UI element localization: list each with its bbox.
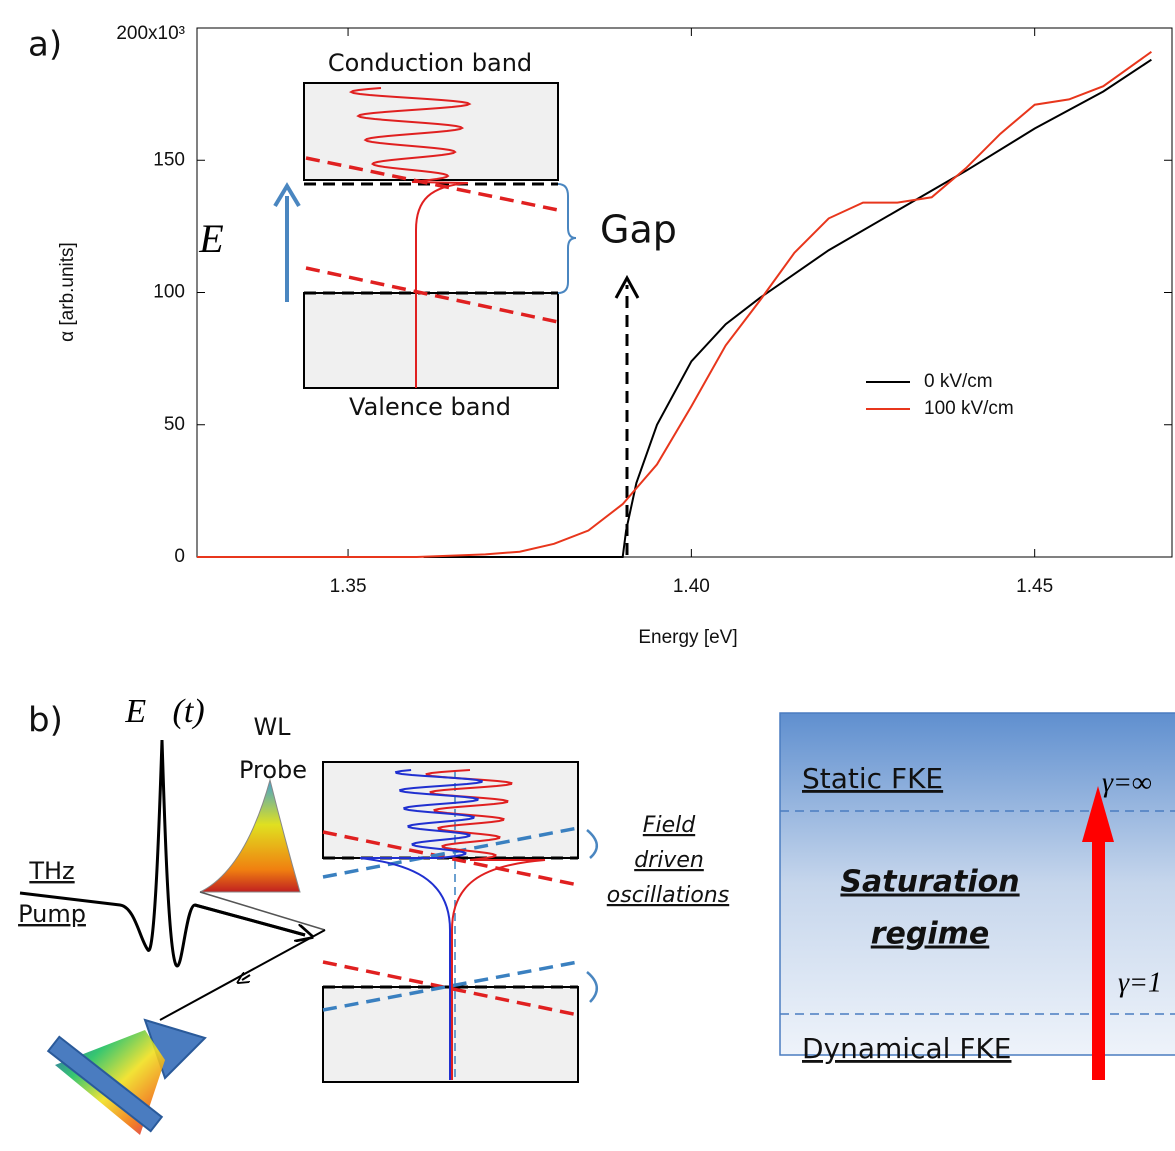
wavefunction — [425, 769, 546, 1080]
band-box — [303, 292, 559, 389]
regime-label: Saturation — [840, 865, 1019, 900]
oscillation-label: oscillations — [607, 883, 729, 908]
y-tick-label: 0 — [174, 546, 185, 567]
series-line — [197, 50, 1152, 558]
gamma-label: γ=1 — [1118, 967, 1162, 998]
conduction-label: Conduction band — [328, 49, 532, 77]
x-axis-label: Energy [eV] — [638, 627, 737, 648]
regime-label: Dynamical FKE — [802, 1032, 1011, 1065]
x-tick-label: 1.45 — [1016, 576, 1053, 597]
oscillation-arrow — [586, 829, 598, 859]
oscillation-label: Field — [643, 813, 696, 838]
y-tick-label: 100 — [153, 282, 185, 303]
thz-pulse — [19, 739, 306, 968]
gap-label: Gap — [600, 208, 677, 252]
x-tick-label: 1.35 — [330, 576, 367, 597]
oscillation-label: driven — [634, 848, 704, 873]
probe-beam — [199, 891, 326, 931]
probe-label: WL — [253, 713, 291, 741]
field-label: E⃗ — [198, 216, 255, 261]
wavefunction — [348, 87, 472, 388]
panel-a: a) Energy [eV] α [arb.units] E⃗ Gap Cond… — [28, 23, 1173, 648]
gap-arrow-head — [614, 274, 640, 299]
legend-label: 0 kV/cm — [924, 371, 993, 392]
probe-label: Probe — [239, 756, 307, 784]
probe-spectrum — [199, 778, 301, 893]
gamma-arrow-head — [1082, 786, 1114, 842]
panel-label: a) — [28, 25, 62, 65]
panel-label: b) — [28, 701, 63, 741]
pump-beam — [194, 903, 305, 935]
valence-label: Valence band — [349, 393, 511, 421]
x-tick-label: 1.40 — [673, 576, 710, 597]
y-axis-label: α [arb.units] — [57, 242, 78, 342]
legend-label: 100 kV/cm — [924, 398, 1014, 419]
field-arrow-head — [273, 182, 301, 208]
regime-label: Static FKE — [802, 762, 943, 795]
y-tick-label: 150 — [153, 149, 185, 170]
series-line — [423, 58, 1152, 558]
pump-label: Pump — [18, 900, 86, 928]
gap-bracket — [557, 183, 577, 294]
detector — [46, 1035, 164, 1133]
panel-b: b) E⃗(t) WL Probe THz Pump Field driven … — [18, 693, 1175, 1135]
oscillation-arrow — [586, 971, 598, 1003]
gamma-arrow — [1092, 840, 1105, 1080]
y-tick-label: 200x10³ — [116, 23, 185, 44]
regime-label: regime — [871, 917, 990, 952]
beam-arrow — [242, 975, 251, 980]
y-tick-label: 50 — [164, 414, 185, 435]
pump-label: THz — [28, 857, 74, 885]
field-label: E⃗(t) — [124, 693, 204, 730]
regime-box — [779, 712, 1175, 1056]
wavefunction — [359, 769, 483, 1080]
gamma-label: γ=∞ — [1102, 767, 1152, 798]
